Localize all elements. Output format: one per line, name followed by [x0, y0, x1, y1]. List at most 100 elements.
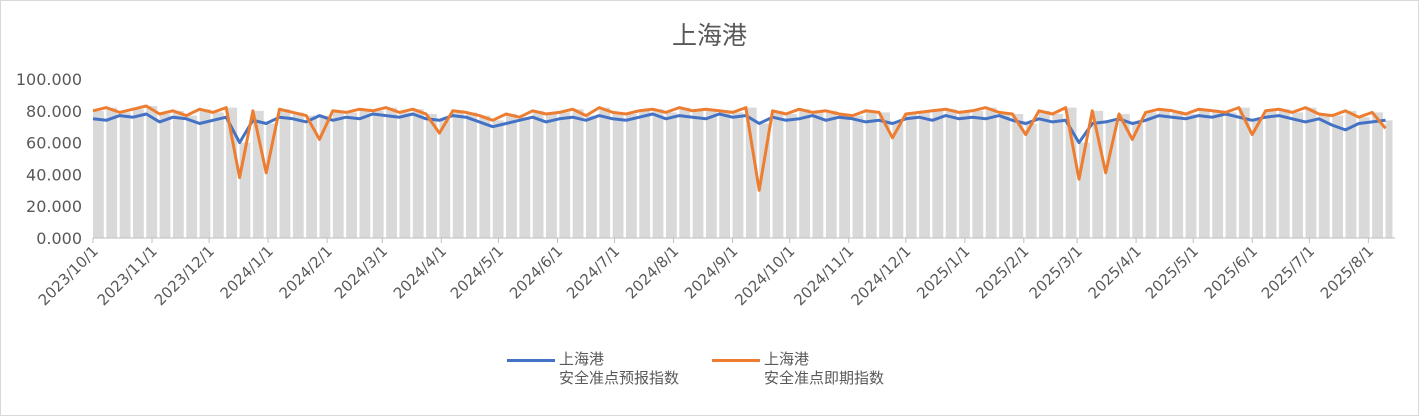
x-tick-label: 2025/8/1: [1317, 242, 1377, 302]
background-column: [266, 123, 278, 238]
background-column: [1265, 110, 1277, 238]
background-column: [1292, 112, 1304, 238]
x-tick-label: 2024/1/1: [217, 242, 277, 302]
background-column: [865, 110, 877, 238]
background-column: [412, 109, 424, 239]
background-column: [439, 120, 451, 238]
background-column: [705, 109, 717, 239]
background-column: [1105, 121, 1117, 238]
background-column: [1305, 107, 1317, 239]
y-tick-label: 20.000: [26, 197, 82, 216]
series-line-current: [92, 104, 1387, 192]
background-column: [306, 115, 318, 238]
background-column: [625, 113, 637, 238]
background-column: [386, 107, 397, 239]
background-column: [985, 107, 997, 239]
x-tick-label: 2023/11/1: [94, 242, 161, 309]
background-column: [1345, 110, 1357, 238]
x-tick-label: 2024/11/1: [790, 242, 857, 309]
background-column: [785, 113, 797, 238]
y-tick-label: 0.000: [36, 229, 82, 248]
background-column: [1132, 123, 1144, 238]
x-tick-label: 2024/7/1: [563, 242, 623, 302]
background-column: [825, 110, 837, 238]
background-column: [1025, 123, 1037, 238]
background-column: [852, 115, 864, 238]
x-tick-label: 2024/8/1: [622, 242, 682, 302]
background-column: [532, 110, 544, 238]
background-column: [959, 112, 970, 238]
background-column: [719, 110, 731, 238]
background-column: [332, 110, 344, 238]
background-column: [759, 123, 771, 238]
background-column: [919, 112, 930, 238]
background-column: [452, 110, 464, 238]
x-tick-label: 2023/12/1: [151, 242, 218, 309]
background-column: [372, 110, 384, 238]
background-column: [346, 112, 357, 238]
background-column: [1212, 110, 1224, 238]
y-tick-label: 60.000: [26, 134, 82, 153]
background-column: [519, 117, 531, 238]
background-column: [1372, 112, 1383, 238]
background-column: [1198, 109, 1210, 239]
y-tick-label: 40.000: [26, 165, 82, 184]
background-column: [226, 107, 238, 239]
y-tick-label: 80.000: [26, 102, 82, 121]
background-column: [159, 113, 171, 238]
background-column: [479, 115, 491, 238]
background-column: [1385, 120, 1393, 238]
background-column: [186, 115, 198, 238]
background-column: [679, 107, 691, 239]
background-column: [839, 113, 850, 238]
background-column: [639, 110, 651, 238]
background-column: [172, 110, 184, 238]
legend-label-current: 上海港 安全准点即期指数: [764, 350, 885, 387]
x-tick-label: 2025/6/1: [1201, 242, 1261, 302]
background-column: [1185, 113, 1197, 238]
background-column: [905, 113, 917, 238]
background-column: [1252, 120, 1264, 238]
background-column: [599, 107, 611, 239]
legend-item-current[interactable]: 上海港 安全准点即期指数: [712, 350, 884, 388]
x-tick-label: 2025/7/1: [1258, 242, 1318, 302]
x-tick-label: 2025/1/1: [913, 242, 973, 302]
background-column: [932, 110, 944, 238]
background-column: [466, 112, 477, 238]
background-column: [239, 142, 251, 238]
background-column: [546, 113, 557, 238]
chart-title: 上海港: [671, 21, 747, 50]
x-tick-label: 2025/3/1: [1026, 242, 1086, 302]
background-column: [93, 110, 104, 238]
x-tick-label: 2024/6/1: [506, 242, 566, 302]
background-column: [1332, 115, 1344, 238]
legend-item-forecast[interactable]: 上海港 安全准点预报指数: [507, 350, 679, 388]
background-column: [399, 112, 411, 238]
background-column: [1172, 110, 1184, 238]
background-column: [999, 112, 1010, 238]
background-column: [1039, 110, 1050, 238]
background-column: [1052, 113, 1064, 238]
background-column: [252, 110, 264, 238]
background-column: [745, 107, 757, 239]
x-tick-label: 2025/2/1: [972, 242, 1032, 302]
x-tick-label: 2024/2/1: [276, 242, 336, 302]
x-tick-label: 2023/10/1: [35, 242, 102, 309]
background-column: [812, 112, 824, 238]
background-column: [292, 112, 304, 238]
background-column: [279, 109, 291, 239]
background-column: [492, 120, 504, 238]
legend-label-forecast: 上海港 安全准点预报指数: [559, 350, 680, 387]
background-column: [1065, 107, 1077, 239]
background-column: [665, 112, 677, 238]
background-column: [559, 112, 571, 238]
background-column: [199, 109, 211, 239]
x-tick-label: 2025/5/1: [1142, 242, 1202, 302]
background-column: [879, 112, 890, 238]
background-column: [212, 112, 224, 238]
background-column: [1118, 113, 1130, 238]
legend-swatch-current: [712, 359, 760, 362]
background-column: [1079, 142, 1090, 238]
legend-swatch-forecast: [507, 359, 555, 362]
